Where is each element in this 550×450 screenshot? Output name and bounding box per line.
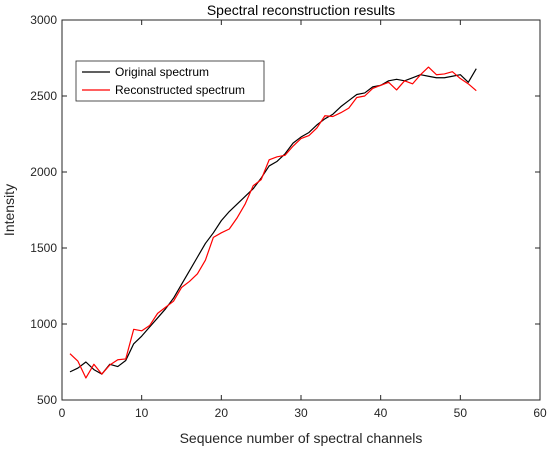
legend-label-original: Original spectrum: [115, 65, 209, 79]
series-line-reconstructed: [69, 66, 477, 379]
ticks-layer: 0 10 20 30 40 50 60 500 1000 1500 2000 2500 3000: [30, 13, 547, 420]
x-axis-title: Sequence number of spectral channels: [180, 430, 423, 446]
y-axis-title: Intensity: [1, 184, 17, 236]
series-layer: [69, 66, 477, 379]
x-tick-label: 50: [454, 406, 468, 420]
x-tick-label: 30: [294, 406, 308, 420]
y-tick-label: 2500: [30, 89, 57, 103]
x-tick-label: 60: [533, 406, 547, 420]
y-tick-label: 3000: [30, 13, 57, 27]
legend-box: [75, 60, 265, 102]
legend-label-reconstructed: Reconstructed spectrum: [115, 83, 245, 97]
y-tick-label: 1500: [30, 241, 57, 255]
x-tick-label: 40: [374, 406, 388, 420]
x-tick-label: 10: [135, 406, 149, 420]
y-tick-label: 1000: [30, 317, 57, 331]
y-tick-label: 500: [37, 393, 57, 407]
chart-title: Spectral reconstruction results: [207, 2, 395, 18]
plot-frame: [61, 19, 541, 401]
y-tick-label: 2000: [30, 165, 57, 179]
legend: Original spectrum Reconstructed spectrum: [75, 60, 265, 102]
x-tick-label: 0: [59, 406, 66, 420]
series-line-original: [69, 68, 477, 375]
x-tick-label: 20: [215, 406, 229, 420]
